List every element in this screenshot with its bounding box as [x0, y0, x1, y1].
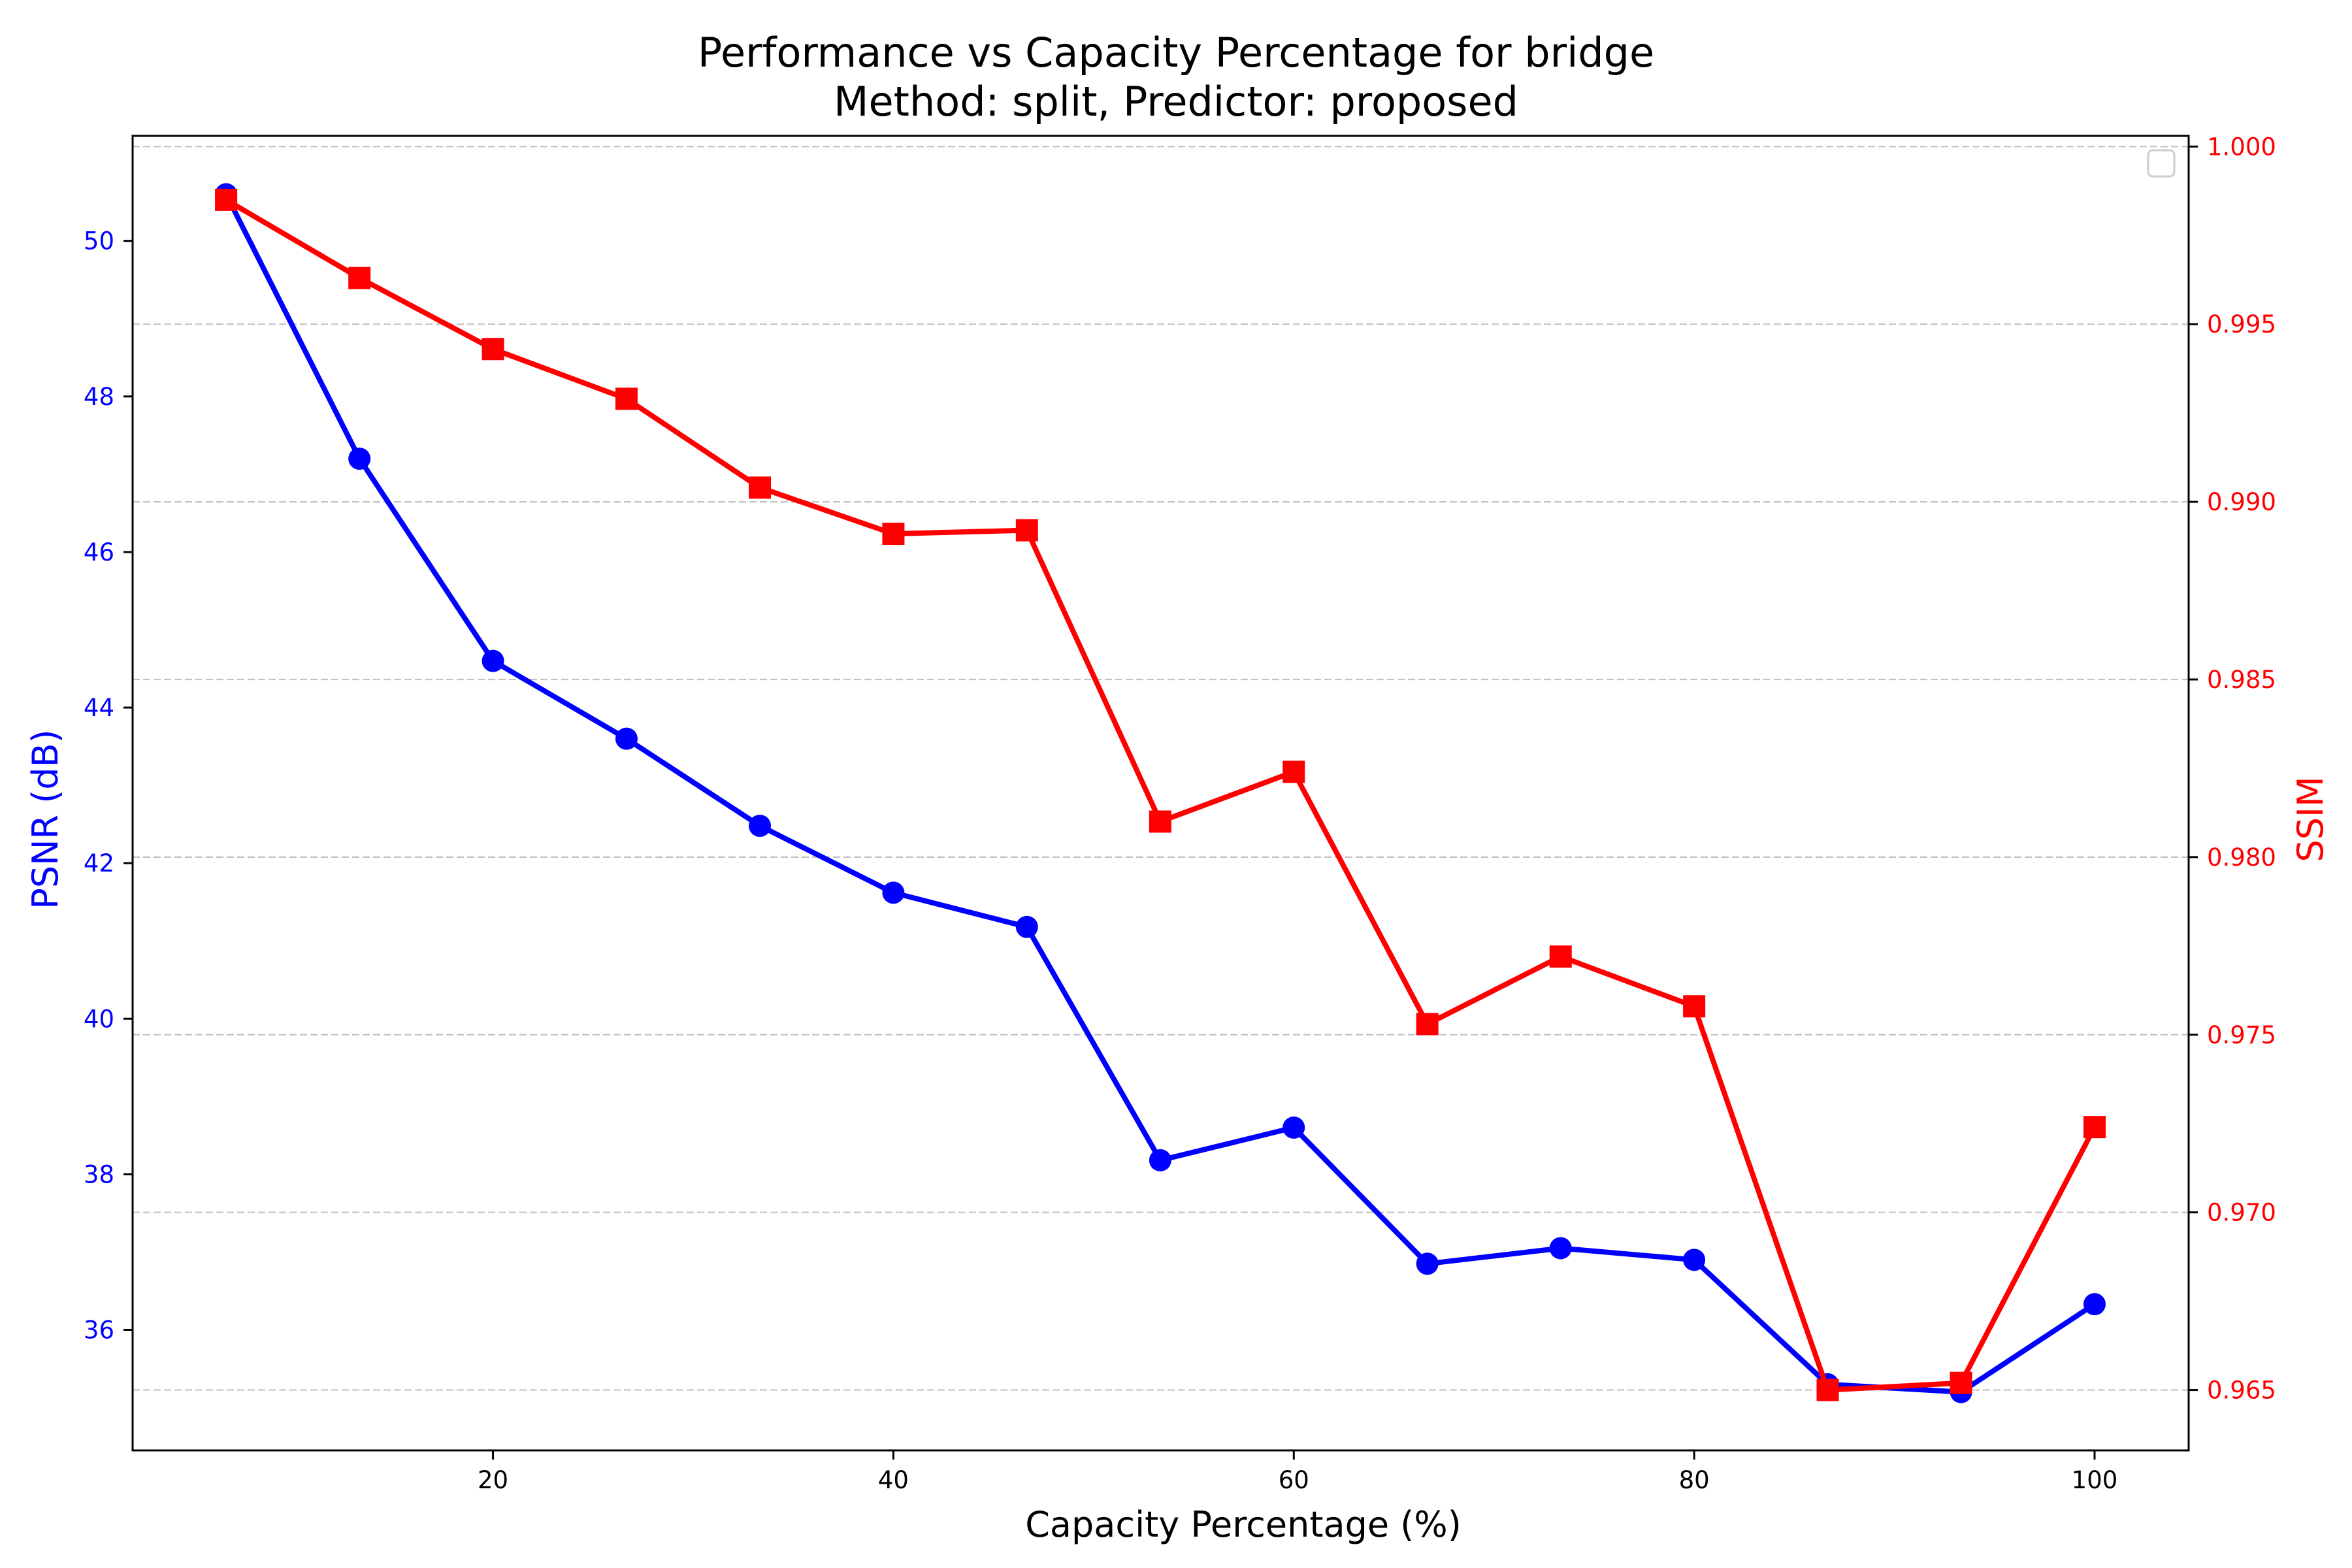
- series-0-point-4: [749, 815, 772, 838]
- series-0-point-1: [348, 448, 371, 470]
- y-axis-label-right: SSIM: [2290, 776, 2331, 862]
- x-axis-label: Capacity Percentage (%): [1025, 1504, 1462, 1545]
- series-1-point-6: [1015, 519, 1038, 542]
- series-1-point-2: [482, 338, 504, 361]
- y-right-tick-label-5: 0.990: [2207, 488, 2276, 516]
- y-right-tick-label-3: 0.980: [2207, 843, 2276, 872]
- y-axis-label-left: PSNR (dB): [25, 729, 66, 909]
- y-left-tick-label-7: 50: [84, 227, 114, 255]
- y-left-tick-label-1: 38: [84, 1160, 114, 1188]
- x-tick-label-0: 20: [478, 1466, 508, 1494]
- y-left-tick-label-4: 44: [84, 694, 114, 722]
- series-1-point-4: [749, 476, 772, 499]
- series-0-point-10: [1549, 1237, 1572, 1260]
- x-tick-label-2: 60: [1279, 1466, 1309, 1494]
- series-1-point-7: [1149, 810, 1171, 833]
- x-tick-label-3: 80: [1679, 1466, 1710, 1494]
- y-right-tick-label-6: 0.995: [2207, 310, 2276, 338]
- series-layer: [215, 183, 2106, 1403]
- series-1-point-0: [215, 188, 238, 211]
- y-right-tick-label-4: 0.985: [2207, 666, 2276, 694]
- series-0-point-7: [1149, 1149, 1171, 1171]
- legend-frame: [2147, 149, 2176, 178]
- y-right-tick-label-0: 0.965: [2207, 1377, 2276, 1405]
- series-0-point-9: [1416, 1252, 1439, 1275]
- series-1-point-8: [1282, 760, 1305, 783]
- series-0-point-2: [482, 649, 504, 672]
- y-right-tick-label-1: 0.970: [2207, 1199, 2276, 1227]
- series-1-point-1: [348, 267, 371, 289]
- chart-title: Performance vs Capacity Percentage for b…: [698, 29, 1654, 76]
- legend-box: [2147, 149, 2176, 178]
- series-0-point-14: [2083, 1293, 2106, 1316]
- series-0-point-6: [1015, 915, 1038, 938]
- series-0-point-8: [1282, 1116, 1305, 1139]
- series-0-point-11: [1683, 1249, 1706, 1271]
- series-1-point-12: [1816, 1379, 1839, 1401]
- x-tick-label-4: 100: [2072, 1466, 2118, 1494]
- plot-frame: [131, 135, 2190, 1452]
- series-0-point-5: [882, 881, 905, 904]
- series-0-point-3: [615, 727, 638, 750]
- y-left-tick-label-3: 42: [84, 849, 114, 877]
- y-left-tick-label-0: 36: [84, 1316, 114, 1344]
- series-1-point-13: [1950, 1371, 1972, 1394]
- series-1-point-14: [2083, 1116, 2106, 1139]
- chart-subtitle: Method: split, Predictor: proposed: [834, 78, 1518, 125]
- series-1-point-10: [1549, 945, 1572, 968]
- series-1-point-5: [882, 523, 905, 546]
- y-right-tick-label-7: 1.000: [2207, 133, 2276, 161]
- grid-layer: [133, 146, 2189, 1391]
- series-line-1: [223, 197, 2097, 1393]
- axes-layer: 20 40 60 80 100 36 38 40 42 44 46 48 50 0.965 0.970 0.9…: [84, 133, 2276, 1494]
- x-tick-label-1: 40: [878, 1466, 909, 1494]
- series-1-point-9: [1416, 1013, 1439, 1036]
- series-1-point-3: [615, 387, 638, 410]
- y-left-tick-label-2: 40: [84, 1005, 114, 1033]
- y-left-tick-label-5: 46: [84, 538, 114, 566]
- series-1-point-11: [1683, 995, 1706, 1018]
- y-left-tick-label-6: 48: [84, 383, 114, 411]
- y-right-tick-label-2: 0.975: [2207, 1021, 2276, 1049]
